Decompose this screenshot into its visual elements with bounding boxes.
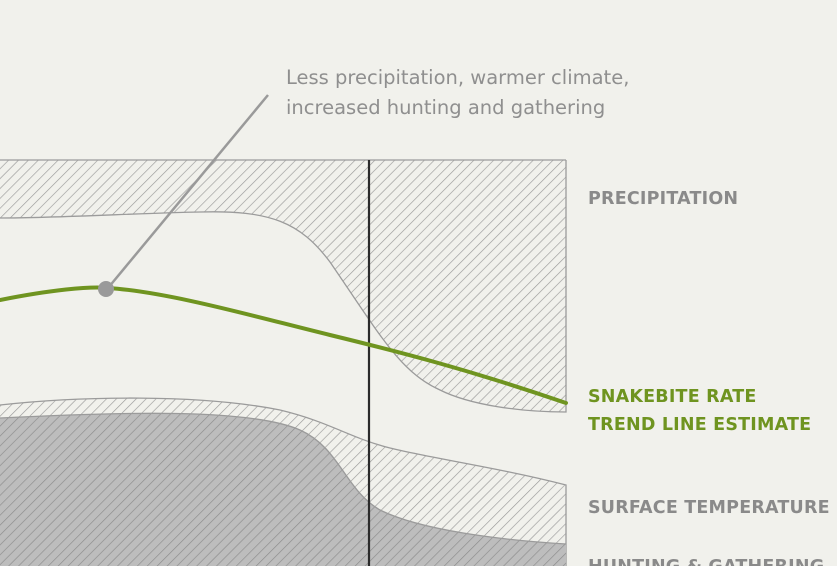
hunting-gathering-band-fill [0,413,566,566]
precipitation-band-outline [0,160,567,413]
hunting-gathering-band-outline [0,412,567,545]
surface-temperature-band-outline [0,397,567,566]
annotation-leader-line [107,94,269,289]
annotation-marker-dot [98,281,114,297]
precipitation-band [0,159,567,413]
hunting-gathering-label: HUNTING & GATHERING [588,557,824,566]
precipitation-band-upper-hatch [0,160,566,412]
snakebite-trend-line [0,285,568,405]
surface-temperature-label: SURFACE TEMPERATURE [588,498,830,518]
annotation-text-line1: Less precipitation, warmer climate, [286,66,629,89]
trend-line-estimate-label: TREND LINE ESTIMATE [588,415,811,435]
precipitation-label: PRECIPITATION [588,189,738,209]
hunting-gathering-band [0,412,567,566]
annotation-text-line2: increased hunting and gathering [286,96,605,119]
snakebite-rate-label: SNAKEBITE RATE [588,387,757,407]
